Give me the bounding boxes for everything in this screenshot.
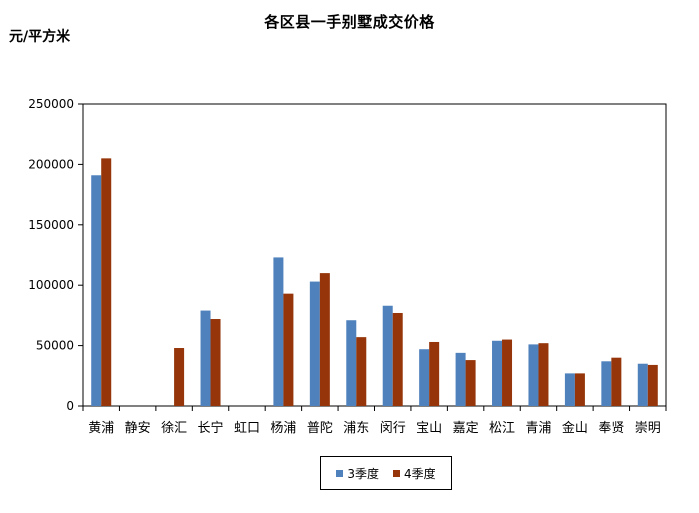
bar-q3 [637,363,648,406]
x-category-label: 青浦 [525,421,551,436]
y-tick-label: 100000 [28,278,74,292]
bar-q3 [382,305,393,406]
bar-q3 [273,257,284,406]
bar-q3 [91,175,102,406]
y-tick-label: 250000 [28,97,74,111]
bar-q4 [574,373,585,406]
x-category-label: 徐汇 [161,421,187,436]
x-category-label: 长宁 [198,420,224,436]
x-category-label: 宝山 [416,421,442,436]
x-category-label: 奉贤 [598,421,624,436]
x-category-label: 杨浦 [270,421,296,436]
bar-q3 [200,310,211,406]
x-category-label: 黄浦 [88,421,114,436]
bar-q3 [492,340,503,406]
y-tick-label: 50000 [36,339,74,353]
x-category-label: 闵行 [380,421,406,436]
bar-q4 [319,273,330,406]
chart-legend: 3季度 4季度 [320,456,452,490]
chart-bars [91,158,658,406]
legend-swatch-q4 [393,469,400,477]
x-category-label: 金山 [562,420,588,436]
bar-q3 [601,361,612,406]
plot-frame [82,103,667,407]
chart-title: 各区县一手别墅成交价格 [264,13,435,31]
legend-label-q3: 3季度 [347,466,379,481]
bar-q4 [283,293,294,406]
legend-item-q4: 4季度 [393,465,436,482]
x-category-label: 嘉定 [453,421,479,436]
bar-q3 [419,349,430,406]
x-category-label: 松江 [489,421,515,436]
legend-label-q4: 4季度 [404,466,436,481]
bar-q4 [502,339,513,406]
y-tick-label: 150000 [28,218,74,232]
bar-q4 [429,341,440,406]
bar-q4 [174,348,185,406]
legend-item-q3: 3季度 [336,465,379,482]
x-category-labels: 黄浦 静安 徐汇 长宁 虹口 杨浦 普陀 浦东 闵行 宝山 嘉定 松江 青浦 金山 奉贤 崇明 [88,420,661,436]
x-category-label: 虹口 [234,421,260,436]
bar-q4 [101,158,112,406]
y-tick-label: 0 [66,399,74,413]
bar-q4 [538,343,549,406]
y-tick-label: 200000 [28,157,74,171]
x-category-label: 浦东 [343,421,369,436]
bar-q4 [210,319,221,406]
x-category-label: 静安 [125,421,151,436]
x-category-label: 普陀 [307,420,333,436]
bar-q3 [564,373,575,406]
bar-q3 [346,320,357,406]
bar-q4 [392,312,403,406]
bar-q4 [647,364,658,406]
y-axis-unit-label: 元/平方米 [9,29,71,45]
bar-q4 [611,357,622,406]
y-tick-labels: 0 50000 100000 150000 200000 250000 [28,97,74,413]
bar-q3 [309,281,320,406]
bar-q3 [455,352,466,406]
bar-q4 [356,337,367,406]
bar-q3 [528,344,539,406]
bar-q4 [465,360,476,406]
legend-swatch-q3 [336,469,344,477]
x-category-label: 崇明 [635,421,661,436]
chart-axes [78,103,667,411]
